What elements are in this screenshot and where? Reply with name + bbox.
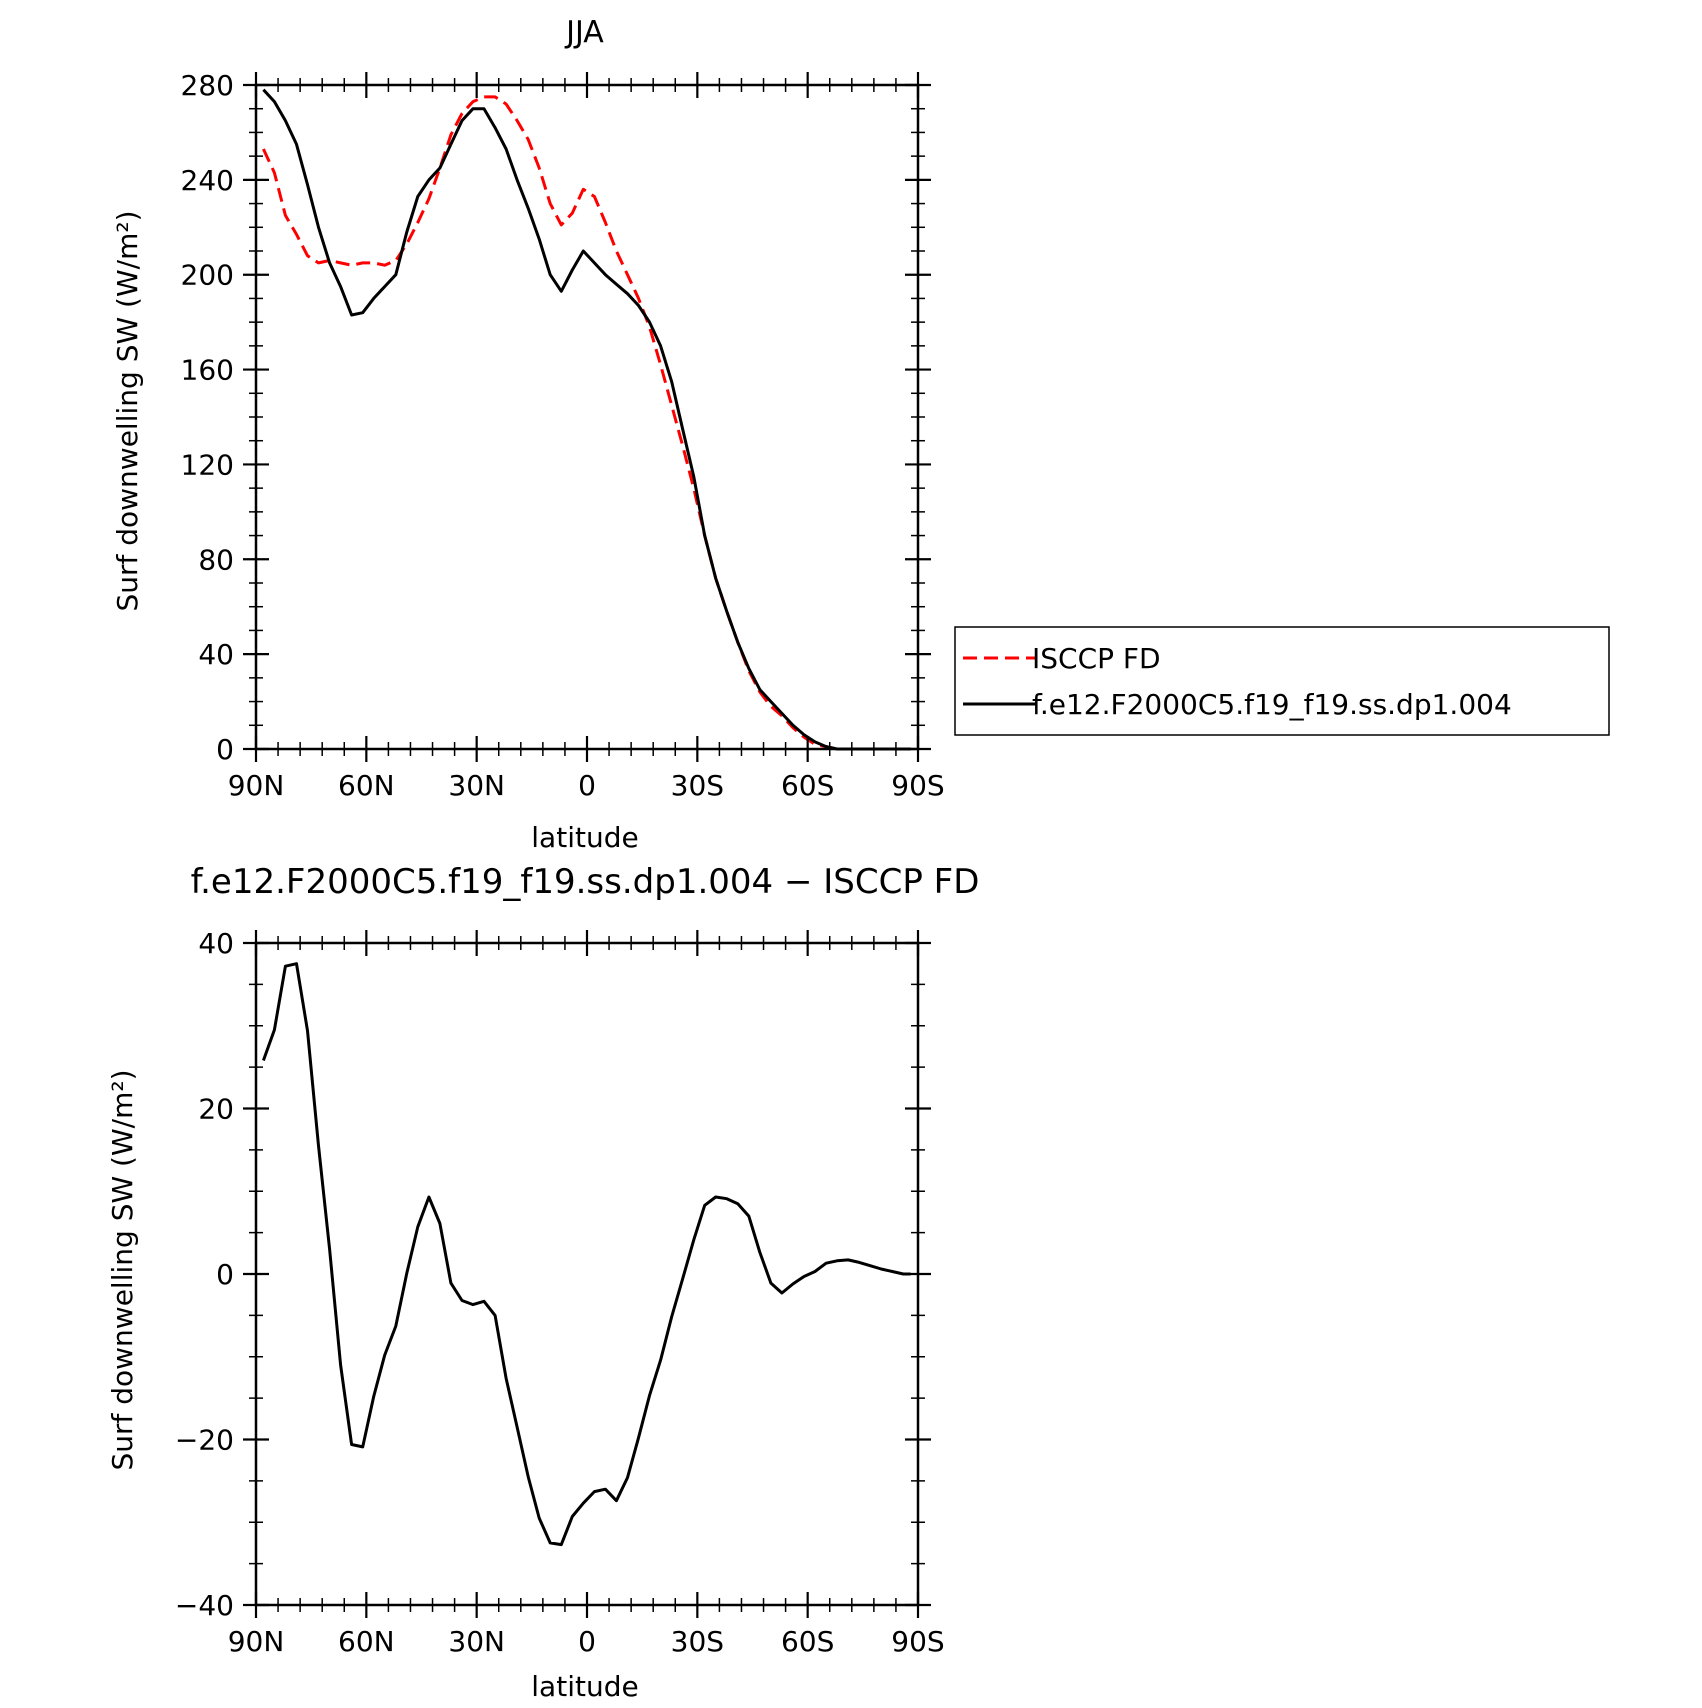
top-xtick-label: 30N	[448, 769, 505, 802]
top-ytick-label: 80	[198, 543, 234, 576]
top-xtick-label: 60N	[338, 769, 395, 802]
bottom-xtick-label: 90S	[891, 1625, 944, 1658]
bottom-ytick-label: 20	[198, 1093, 234, 1126]
top-series-line-0	[262, 95, 911, 751]
bottom-plot: 90N 60N 30N 0 30S 60S 90S −40 −20 0 20 40	[175, 927, 945, 1658]
bottom-plot-frame	[254, 941, 920, 1607]
bottom-series-line-0	[261, 962, 911, 1547]
top-ytick-label: 120	[181, 448, 234, 481]
bottom-xtick-label: 60S	[781, 1625, 834, 1658]
top-series-line-1	[262, 88, 911, 751]
top-ytick-label: 40	[198, 638, 234, 671]
legend-box	[954, 626, 1610, 736]
top-ytick-label: 0	[216, 733, 234, 766]
bottom-ytick-label: 0	[216, 1258, 234, 1291]
top-plot-frame	[254, 83, 920, 751]
top-ytick-label: 240	[181, 164, 234, 197]
bottom-xtick-label: 90N	[228, 1625, 285, 1658]
bottom-xtick-label: 30N	[448, 1625, 505, 1658]
bottom-xtick-label: 60N	[338, 1625, 395, 1658]
bottom-chart-ylabel: Surf downwelling SW (W/m²)	[106, 1069, 139, 1470]
bottom-ytick-label: −20	[175, 1424, 234, 1457]
bottom-chart-title: f.e12.F2000C5.f19_f19.ss.dp1.004 − ISCCP…	[191, 862, 980, 902]
bottom-chart-xlabel: latitude	[531, 1670, 638, 1703]
top-ytick-label: 160	[181, 354, 234, 387]
top-chart-title: JJA	[564, 15, 604, 50]
bottom-ytick-label: −40	[175, 1589, 234, 1622]
top-xtick-label: 90N	[228, 769, 285, 802]
legend: ISCCP FD f.e12.F2000C5.f19_f19.ss.dp1.00…	[954, 626, 1610, 736]
top-ytick-label: 280	[181, 69, 234, 102]
top-plot: 90N 60N 30N 0 30S 60S 90S 0 40 80 120 160 200 240 280	[181, 69, 945, 802]
top-xtick-label: 30S	[671, 769, 724, 802]
top-xtick-label: 90S	[891, 769, 944, 802]
bottom-ytick-label: 40	[198, 927, 234, 960]
top-xtick-label: 60S	[781, 769, 834, 802]
bottom-xtick-label: 0	[578, 1625, 596, 1658]
top-xtick-label: 0	[578, 769, 596, 802]
legend-label-model: f.e12.F2000C5.f19_f19.ss.dp1.004	[1032, 688, 1512, 721]
bottom-xtick-label: 30S	[671, 1625, 724, 1658]
top-chart-ylabel: Surf downwelling SW (W/m²)	[111, 210, 144, 611]
top-ytick-label: 200	[181, 259, 234, 292]
legend-label-isccp: ISCCP FD	[1032, 642, 1161, 675]
top-chart-xlabel: latitude	[531, 821, 638, 854]
